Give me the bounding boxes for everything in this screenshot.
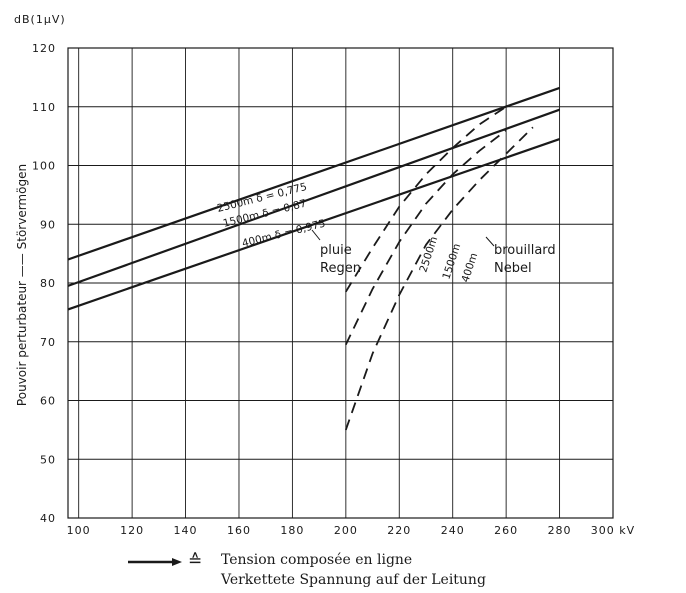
fog-series-label-1500: 1500m xyxy=(440,242,463,281)
y-ticks: 40 50 60 70 80 90 100 110 120 xyxy=(32,42,56,525)
x-tick-label: 100 xyxy=(67,524,91,537)
fog-series-label-2500: 2500m xyxy=(417,235,440,274)
annotation-fog-fr: brouillard xyxy=(494,243,556,258)
annotation-rain-de: Regen xyxy=(320,261,361,276)
series-line-1 xyxy=(67,108,560,287)
y-tick-label: 70 xyxy=(40,336,56,349)
y-tick-label: 40 xyxy=(40,512,56,525)
y-tick-label: 80 xyxy=(40,277,56,290)
legend-symbol: ≙ xyxy=(188,551,202,571)
legend-arrowhead xyxy=(172,558,182,566)
x-tick-label: 300 kV xyxy=(591,524,635,537)
x-tick-label: 140 xyxy=(174,524,198,537)
y-axis-top-label: dB(1μV) xyxy=(14,13,66,26)
x-tick-label: 240 xyxy=(441,524,465,537)
series-line-5 xyxy=(344,126,534,431)
x-tick-label: 260 xyxy=(494,524,518,537)
x-tick-label: 220 xyxy=(387,524,411,537)
legend-line2: Verkettete Spannung auf der Leitung xyxy=(220,572,486,588)
y-tick-label: 60 xyxy=(40,395,56,408)
y-tick-label: 50 xyxy=(40,453,56,466)
x-tick-label: 280 xyxy=(548,524,572,537)
y-axis-title: Pouvoir perturbateur —— Störvermögen xyxy=(15,164,29,406)
annotation-fog-de: Nebel xyxy=(494,261,532,276)
series-line-0 xyxy=(67,86,560,261)
y-tick-label: 120 xyxy=(32,42,56,55)
x-tick-label: 120 xyxy=(120,524,144,537)
rain-pointer xyxy=(311,229,321,241)
x-ticks: 100 120 140 160 180 200 220 240 260 280 300 kV xyxy=(67,524,635,537)
plot-frame xyxy=(67,47,614,519)
series-line-2 xyxy=(67,138,560,311)
legend-line1: Tension composée en ligne xyxy=(221,552,412,568)
fog-pointer xyxy=(485,236,495,247)
x-tick-label: 200 xyxy=(334,524,358,537)
series-line-4 xyxy=(344,129,507,346)
fog-series-label-400: 400m xyxy=(459,251,480,284)
annotation-rain-fr: pluie xyxy=(320,243,352,258)
y-tick-label: 100 xyxy=(32,160,56,173)
y-tick-label: 110 xyxy=(32,101,56,114)
x-tick-label: 160 xyxy=(227,524,251,537)
grid xyxy=(68,47,613,519)
series-group xyxy=(67,86,560,431)
x-tick-label: 180 xyxy=(280,524,304,537)
y-tick-label: 90 xyxy=(40,218,56,231)
legend: ≙ Tension composée en ligne Verkettete S… xyxy=(128,551,486,588)
